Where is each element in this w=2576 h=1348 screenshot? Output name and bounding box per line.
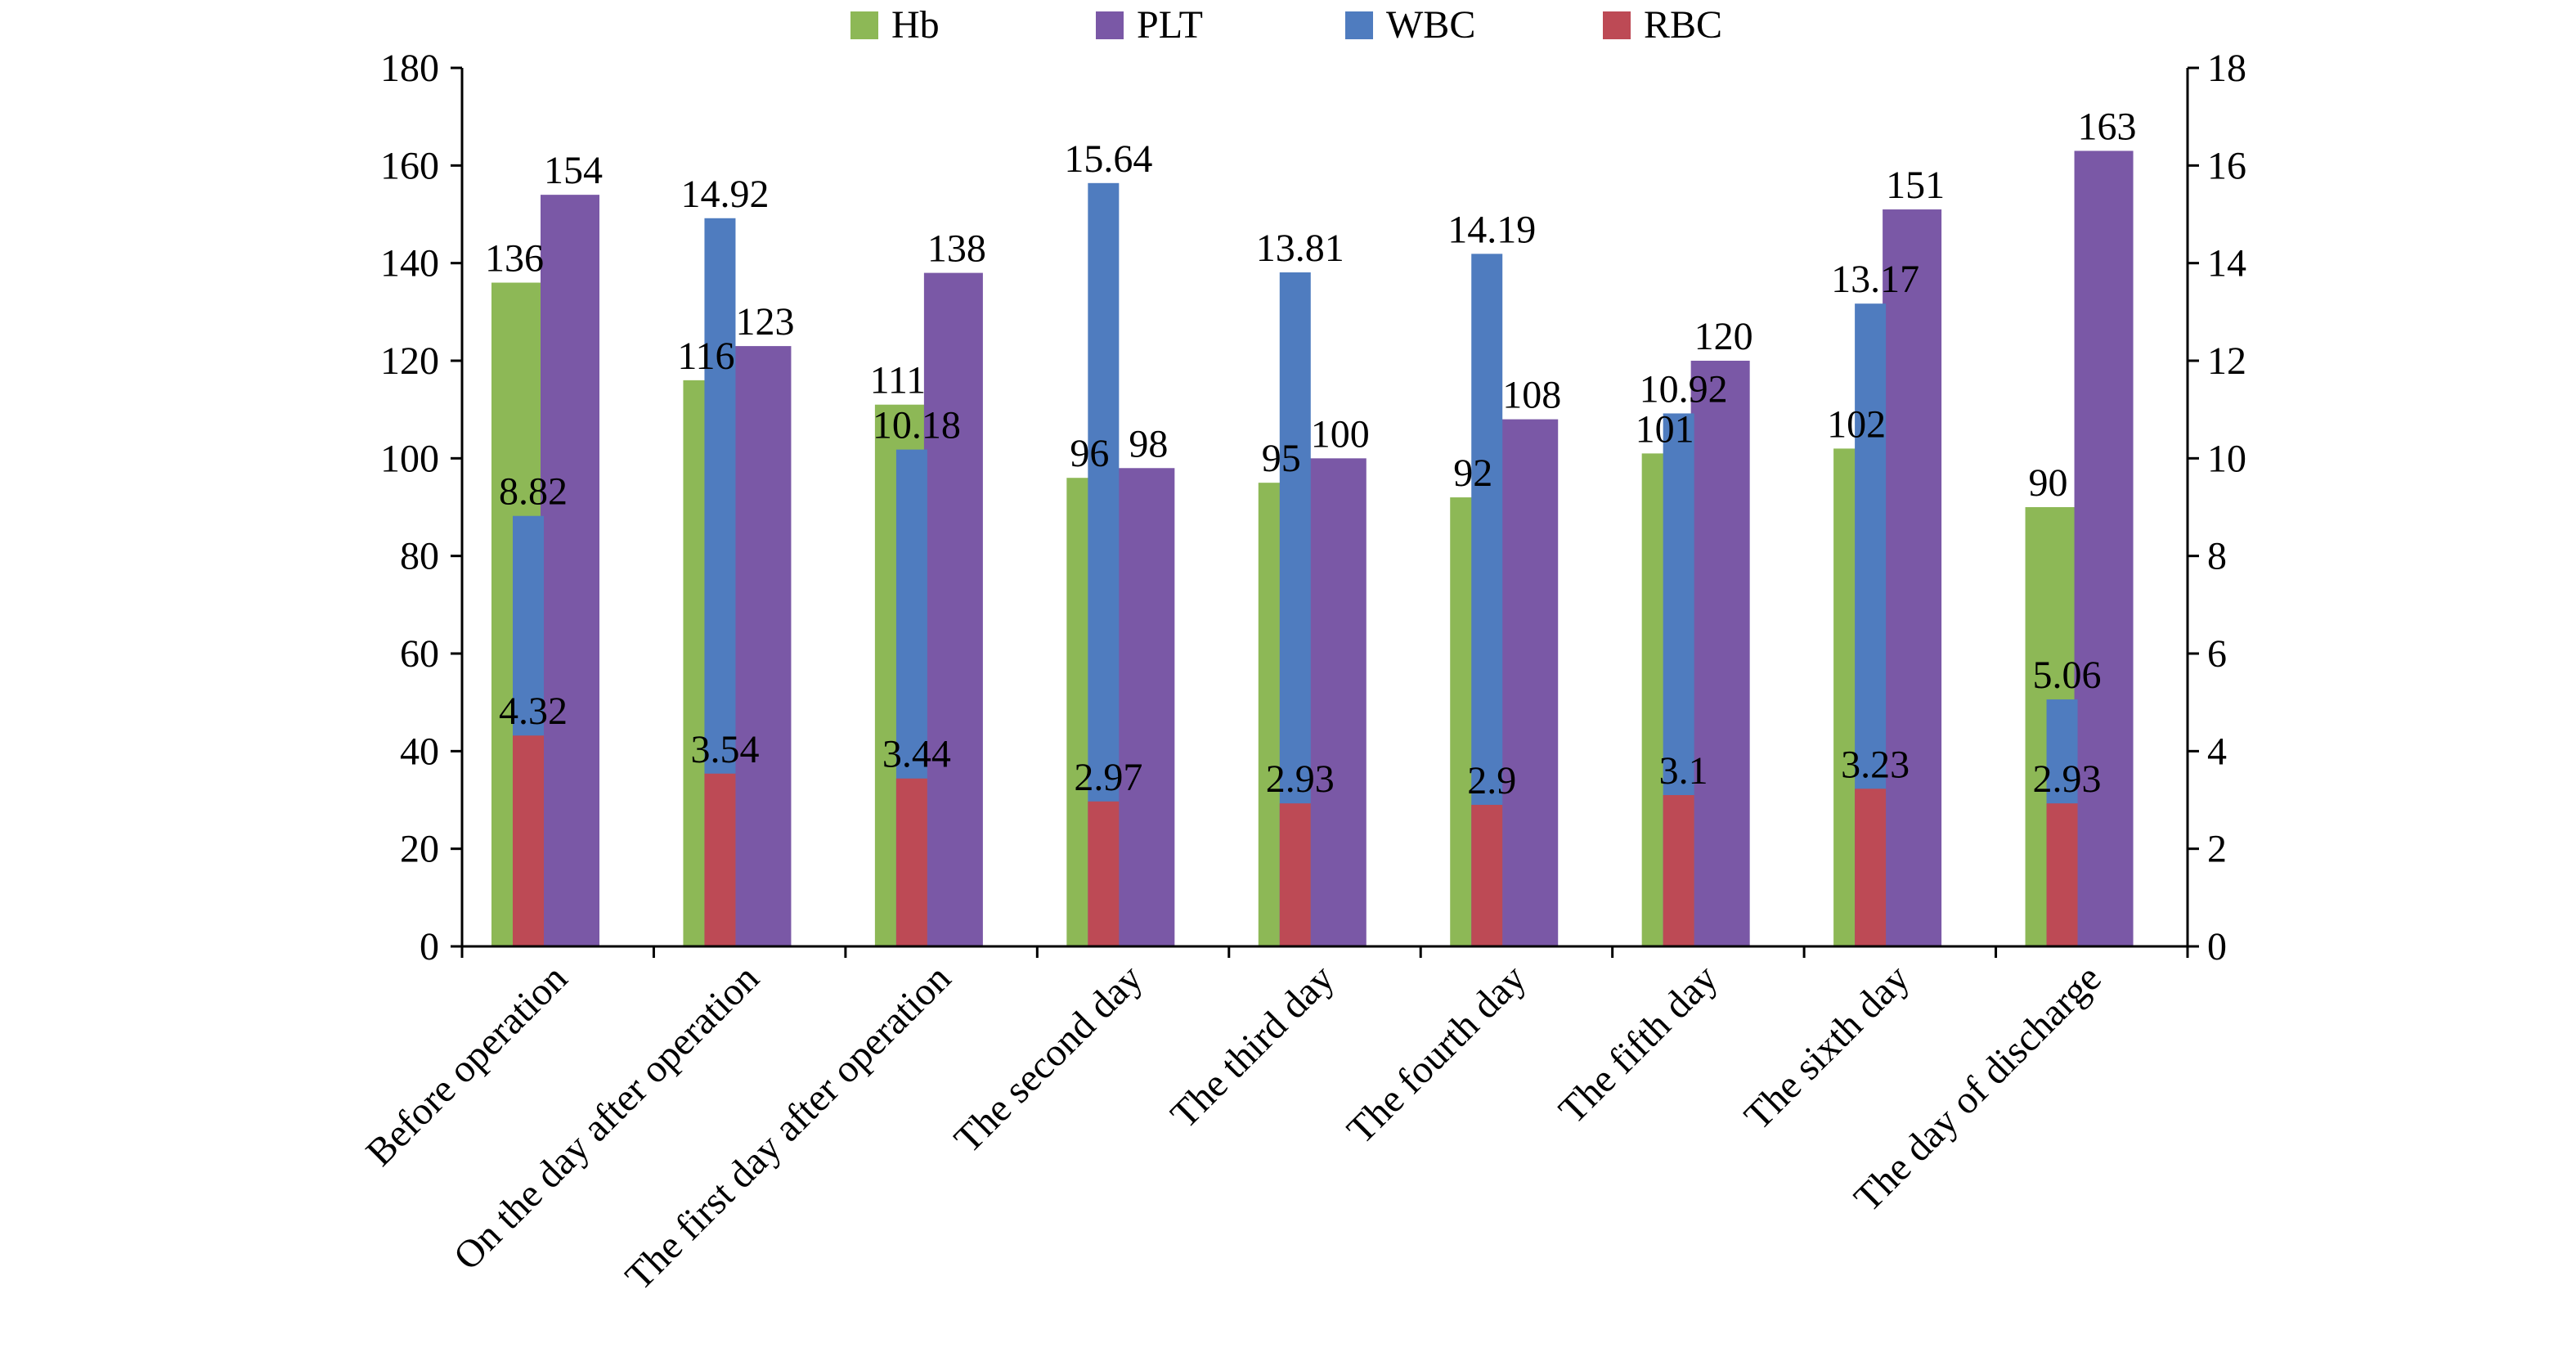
bar-plt-1	[541, 195, 599, 947]
bar-rbc-9	[2046, 803, 2078, 946]
data-label-wbc-9: 5.06	[2033, 654, 2102, 697]
left-y-tick-label-20: 20	[400, 828, 439, 871]
category-label-7: The fifth day	[1551, 956, 1726, 1132]
data-label-wbc-6: 14.19	[1447, 208, 1536, 251]
bar-rbc-3	[895, 778, 927, 946]
right-y-tick-label-8: 8	[2207, 535, 2227, 578]
data-label-rbc-5: 2.93	[1266, 757, 1335, 801]
category-label-3: The first day after operation	[617, 956, 959, 1298]
bar-rbc-8	[1855, 789, 1887, 946]
bar-plt-3	[923, 272, 983, 947]
legend: Hb PLT WBC RBC	[850, 3, 1722, 47]
category-label-6: The fourth day	[1339, 956, 1534, 1152]
left-y-tick-label-60: 60	[400, 632, 439, 676]
left-y-tick-label-100: 100	[380, 437, 439, 480]
right-y-tick-label-18: 18	[2207, 47, 2246, 90]
bar-plt-7	[1690, 361, 1750, 946]
bar-plt-2	[732, 346, 792, 947]
data-label-hb-7: 101	[1636, 407, 1694, 451]
bar-rbc-7	[1663, 795, 1694, 946]
bars-layer	[491, 151, 2134, 947]
data-label-rbc-3: 3.44	[882, 733, 951, 776]
legend-label-hb: Hb	[891, 3, 940, 47]
category-label-8: The sixth day	[1736, 956, 1918, 1138]
data-label-hb-2: 116	[677, 335, 734, 378]
right-y-tick-label-4: 4	[2207, 730, 2227, 773]
data-label-plt-3: 138	[927, 227, 986, 271]
right-y-tick-label-2: 2	[2207, 828, 2227, 871]
legend-swatch-wbc	[1345, 11, 1373, 39]
data-label-rbc-1: 4.32	[499, 690, 568, 733]
legend-label-rbc: RBC	[1644, 3, 1722, 47]
bar-plt-9	[2074, 151, 2134, 946]
data-label-plt-9: 163	[2078, 105, 2137, 148]
bar-plt-4	[1115, 468, 1175, 946]
left-y-tick-label-80: 80	[400, 535, 439, 578]
data-label-hb-3: 111	[870, 359, 926, 402]
category-label-5: The third day	[1162, 956, 1342, 1136]
data-label-wbc-3: 10.18	[873, 404, 961, 447]
right-y-tick-label-16: 16	[2207, 144, 2246, 187]
bar-rbc-4	[1088, 801, 1120, 946]
data-label-hb-1: 136	[485, 237, 544, 281]
legend-swatch-plt	[1096, 11, 1124, 39]
bar-plt-8	[1883, 209, 1942, 946]
bar-rbc-6	[1471, 804, 1503, 946]
left-y-tick-label-0: 0	[420, 925, 439, 968]
left-y-tick-label-140: 140	[380, 242, 439, 285]
legend-label-plt: PLT	[1137, 3, 1203, 47]
left-y-tick-label-180: 180	[380, 47, 439, 90]
data-label-rbc-4: 2.97	[1074, 756, 1142, 799]
right-y-tick-label-14: 14	[2207, 242, 2246, 285]
left-y-tick-label-40: 40	[400, 730, 439, 773]
data-label-rbc-8: 3.23	[1841, 743, 1910, 786]
left-y-tick-label-120: 120	[380, 339, 439, 383]
data-label-hb-9: 90	[2029, 461, 2068, 505]
data-label-plt-4: 98	[1129, 422, 1168, 465]
right-y-tick-label-0: 0	[2207, 925, 2227, 968]
data-label-wbc-2: 14.92	[680, 173, 769, 216]
legend-label-wbc: WBC	[1386, 3, 1475, 47]
right-y-tick-label-12: 12	[2207, 339, 2246, 383]
bar-rbc-1	[513, 735, 544, 946]
data-label-hb-4: 96	[1070, 432, 1109, 475]
data-label-wbc-4: 15.64	[1064, 137, 1152, 181]
data-label-plt-5: 100	[1311, 412, 1370, 456]
data-label-wbc-8: 13.17	[1831, 258, 1919, 301]
data-label-hb-6: 92	[1453, 452, 1492, 495]
category-label-4: The second day	[946, 956, 1151, 1161]
data-label-plt-8: 151	[1886, 164, 1945, 207]
bar-plt-6	[1499, 419, 1559, 946]
bar-rbc-5	[1279, 803, 1311, 946]
right-y-tick-label-10: 10	[2207, 437, 2246, 480]
data-label-plt-6: 108	[1502, 374, 1561, 417]
axes-layer: 0 20 40 60 80 100 120 140 160 180 0 2 4 6 8 10 12 14 16 18	[380, 47, 2246, 968]
category-label-2: On the day after operation	[446, 956, 768, 1278]
data-label-rbc-9: 2.93	[2033, 757, 2102, 801]
right-y-tick-label-6: 6	[2207, 632, 2227, 676]
data-label-rbc-7: 3.1	[1659, 749, 1708, 793]
data-label-plt-2: 123	[735, 300, 794, 344]
data-label-wbc-7: 10.92	[1640, 367, 1728, 411]
data-label-hb-5: 95	[1262, 437, 1301, 480]
data-label-rbc-6: 2.9	[1467, 759, 1516, 802]
left-y-tick-label-160: 160	[380, 144, 439, 187]
data-label-plt-1: 154	[544, 149, 603, 192]
category-label-1: Before operation	[358, 956, 576, 1174]
data-label-wbc-1: 8.82	[499, 470, 568, 514]
data-label-rbc-2: 3.54	[690, 728, 759, 771]
data-label-wbc-5: 13.81	[1256, 227, 1344, 270]
bar-rbc-2	[704, 773, 736, 946]
bar-plt-5	[1307, 458, 1367, 946]
data-label-plt-7: 120	[1694, 315, 1753, 358]
legend-swatch-rbc	[1603, 11, 1631, 39]
legend-swatch-hb	[850, 11, 878, 39]
data-label-hb-8: 102	[1827, 402, 1886, 446]
